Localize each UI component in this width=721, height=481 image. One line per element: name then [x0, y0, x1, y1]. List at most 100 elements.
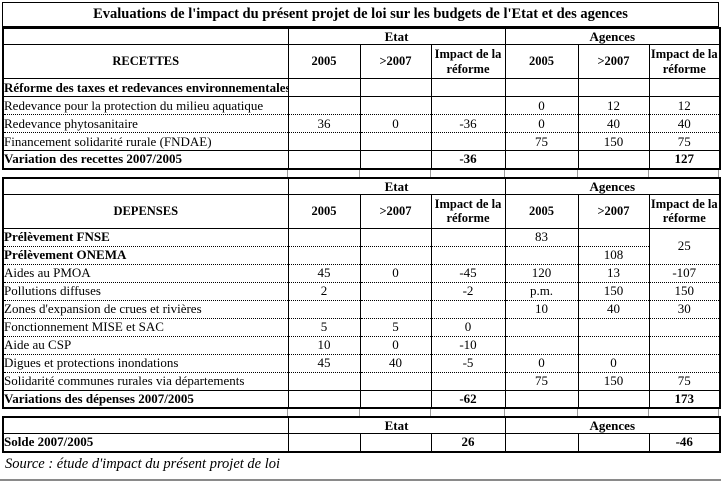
row-label: Aide au CSP — [2, 336, 289, 355]
cell — [577, 336, 650, 355]
cell: -45 — [430, 264, 506, 283]
cell — [430, 78, 506, 97]
cell: -36 — [430, 114, 506, 133]
cell — [504, 433, 579, 452]
cell — [648, 78, 721, 97]
depenses-header: DEPENSES — [2, 194, 289, 229]
cell — [287, 228, 361, 247]
cell: 40 — [577, 300, 650, 319]
row-label: Variation des recettes 2007/2005 — [2, 150, 289, 169]
cell — [504, 390, 579, 408]
table-row: Fonctionnement MISE et SAC 5 5 0 — [2, 318, 721, 337]
etat-group-header: Etat — [287, 417, 506, 434]
row-label: Réforme des taxes et redevances environn… — [2, 78, 289, 97]
cell — [359, 300, 432, 319]
cell: -2 — [430, 282, 506, 301]
cell: 83 — [504, 228, 579, 247]
cell — [287, 96, 361, 115]
cell — [359, 78, 432, 97]
cell: 75 — [648, 372, 721, 391]
grid-line — [648, 409, 649, 416]
cell — [577, 150, 650, 169]
cell — [504, 336, 579, 355]
cell: 108 — [577, 246, 650, 265]
col-header-2005-etat: 2005 — [287, 194, 361, 229]
cell: 150 — [577, 282, 650, 301]
grid-line — [577, 169, 578, 177]
row-label: Pollutions diffuses — [2, 282, 289, 301]
grid-line — [359, 409, 360, 416]
cell — [577, 318, 650, 337]
col-header-2007-etat: >2007 — [359, 44, 432, 79]
cell: 10 — [504, 300, 579, 319]
cell — [287, 246, 361, 265]
cell: 0 — [359, 264, 432, 283]
cell: 75 — [504, 372, 579, 391]
table-row-total: Variations des dépenses 2007/2005 -62 17… — [2, 390, 721, 408]
source-note: Source : étude d'impact du présent proje… — [5, 455, 281, 472]
cell — [430, 96, 506, 115]
cell — [648, 354, 721, 373]
cell: 12 — [648, 96, 721, 115]
col-header-2005-etat: 2005 — [287, 44, 361, 79]
row-label: Digues et protections inondations — [2, 354, 289, 373]
cell: 120 — [504, 264, 579, 283]
grid-line — [287, 409, 288, 416]
cell — [577, 78, 650, 97]
table-row: Prélèvement FNSE 83 25 — [2, 228, 721, 265]
cell — [287, 433, 361, 452]
cell: 40 — [648, 114, 721, 133]
table-row: Digues et protections inondations 45 40 … — [2, 354, 721, 373]
grid-line — [359, 169, 360, 177]
cell: 45 — [287, 354, 361, 373]
cell: 10 — [287, 336, 361, 355]
cell: 150 — [648, 282, 721, 301]
cell: 0 — [577, 354, 650, 373]
table-row: Aides au PMOA 45 0 -45 120 13 -107 — [2, 264, 721, 283]
cell — [359, 96, 432, 115]
grid-line — [504, 169, 505, 177]
cell — [577, 433, 650, 452]
table-row: Aide au CSP 10 0 -10 — [2, 336, 721, 355]
cell — [430, 132, 506, 151]
col-header-impact-agences: Impact de la réforme — [648, 194, 721, 229]
cell: 40 — [359, 354, 432, 373]
agences-group-header: Agences — [504, 417, 721, 434]
grid-line — [718, 409, 719, 416]
cell: 5 — [287, 318, 361, 337]
cell: 0 — [504, 114, 579, 133]
cell — [577, 228, 650, 247]
recettes-table: Etat Agences RECETTES 2005 >2007 Impact … — [2, 27, 721, 170]
row-label: Solidarité communes rurales via départem… — [2, 372, 289, 391]
table-row-total: Variation des recettes 2007/2005 -36 127 — [2, 150, 721, 169]
table-row-total: Solde 2007/2005 26 -46 — [2, 433, 721, 452]
table-row: Pollutions diffuses 2 -2 p.m. 150 150 — [2, 282, 721, 301]
cell — [648, 318, 721, 337]
cell: 13 — [577, 264, 650, 283]
cell — [287, 300, 361, 319]
cell — [430, 228, 506, 247]
row-label: Solde 2007/2005 — [2, 433, 289, 452]
cell — [287, 390, 361, 408]
table-row: Redevance phytosanitaire 36 0 -36 0 40 4… — [2, 114, 721, 133]
cell: 75 — [504, 132, 579, 151]
cell — [504, 318, 579, 337]
table-gap — [2, 409, 719, 416]
cell: -5 — [430, 354, 506, 373]
cell: 0 — [430, 318, 506, 337]
cell: 2 — [287, 282, 361, 301]
col-header-2007-agences: >2007 — [577, 44, 650, 79]
cell — [287, 372, 361, 391]
cell — [430, 372, 506, 391]
page-title: Evaluations de l'impact du présent proje… — [2, 2, 719, 27]
cell: 36 — [287, 114, 361, 133]
grid-line — [430, 409, 431, 416]
col-header-2005-agences: 2005 — [504, 194, 579, 229]
col-header-2007-agences: >2007 — [577, 194, 650, 229]
solde-table: Etat Agences Solde 2007/2005 26 -46 — [2, 416, 721, 453]
grid-line — [577, 409, 578, 416]
cell: 5 — [359, 318, 432, 337]
cell — [287, 150, 361, 169]
col-header-impact-agences: Impact de la réforme — [648, 44, 721, 79]
